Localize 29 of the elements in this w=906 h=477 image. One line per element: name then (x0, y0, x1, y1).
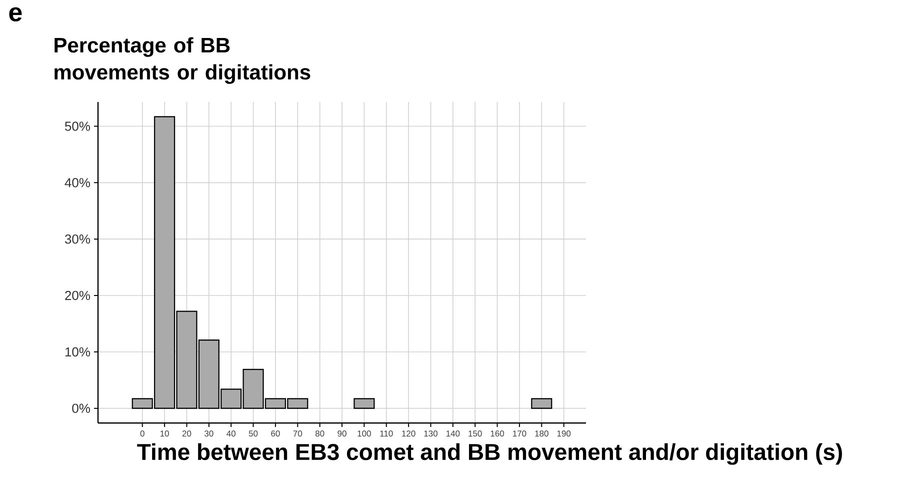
x-tick-label: 60 (271, 430, 280, 437)
y-tick-label: 30% (64, 234, 90, 244)
x-tick-label: 90 (338, 430, 346, 437)
text: e (9, 7, 22, 22)
x-tick-label: 150 (468, 430, 482, 437)
x-tick-label: 40 (226, 430, 236, 437)
x-tick-label: 130 (424, 430, 438, 437)
x-tick-label: 180 (535, 430, 548, 437)
x-tick-label: 10 (160, 430, 169, 437)
y-tick-label: 40% (64, 178, 90, 188)
x-tick-label: 80 (315, 430, 324, 437)
x-tick-label: 160 (490, 430, 504, 437)
x-axis-title: Time between EB3 comet and BB movement and/or digitation (s) (137, 443, 842, 465)
x-tick-label: 70 (293, 430, 302, 437)
y-tick-label: 0% (72, 404, 90, 413)
x-tick-label: 30 (204, 430, 214, 437)
y-tick-label: 50% (64, 122, 90, 131)
x-tick-label: 100 (358, 430, 371, 437)
x-tick-label: 170 (513, 430, 526, 437)
chart-title: Percentage of BB movements or digitations (54, 37, 310, 84)
y-tick-label: 10% (65, 347, 90, 357)
y-tick-label: 20% (65, 290, 90, 300)
x-tick-label: 110 (380, 430, 393, 437)
x-tick-label: 50 (248, 430, 258, 437)
x-tick-label: 20 (182, 430, 192, 437)
x-tick-label: 0 (140, 430, 144, 437)
x-tick-label: 190 (557, 430, 571, 437)
x-tick-label: 120 (402, 430, 416, 437)
x-tick-label: 140 (446, 430, 460, 437)
